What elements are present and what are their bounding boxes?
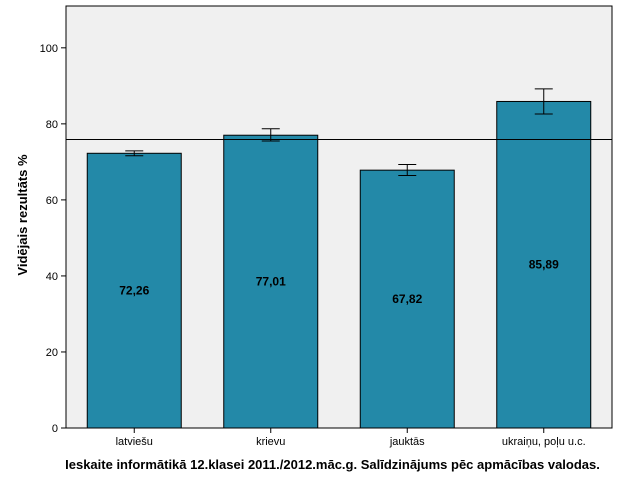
- bar-value-label: 67,82: [392, 292, 422, 306]
- bar-value-label: 72,26: [119, 284, 149, 298]
- y-tick-label: 40: [46, 271, 58, 283]
- y-tick-label: 100: [40, 43, 58, 55]
- bar: [86, 152, 182, 429]
- bar-value-label: 85,89: [529, 258, 559, 272]
- y-axis-title: Vidējais rezultāts %: [15, 154, 30, 276]
- x-tick-label: jauktās: [389, 436, 425, 448]
- y-axis: 0 20 40 60 80 100: [40, 43, 66, 435]
- x-axis: latviešu krievu jauktās ukraiņu, poļu u.c.: [116, 428, 586, 448]
- y-tick-label: 80: [46, 119, 58, 131]
- y-tick-label: 60: [46, 195, 58, 207]
- bar-value-label: 77,01: [256, 275, 286, 289]
- error-bars: [125, 88, 553, 177]
- bar: [496, 100, 592, 429]
- x-tick-label: ukraiņu, poļu u.c.: [502, 436, 586, 448]
- x-tick-label: krievu: [256, 436, 285, 448]
- x-axis-title: Ieskaite informātikā 12.klasei 2011./201…: [65, 457, 600, 472]
- x-tick-label: latviešu: [116, 436, 153, 448]
- bar-value-labels: 72,26 77,01 67,82 85,89: [119, 258, 559, 306]
- y-tick-label: 20: [46, 347, 58, 359]
- bar: [223, 134, 319, 429]
- y-tick-label: 0: [52, 423, 58, 435]
